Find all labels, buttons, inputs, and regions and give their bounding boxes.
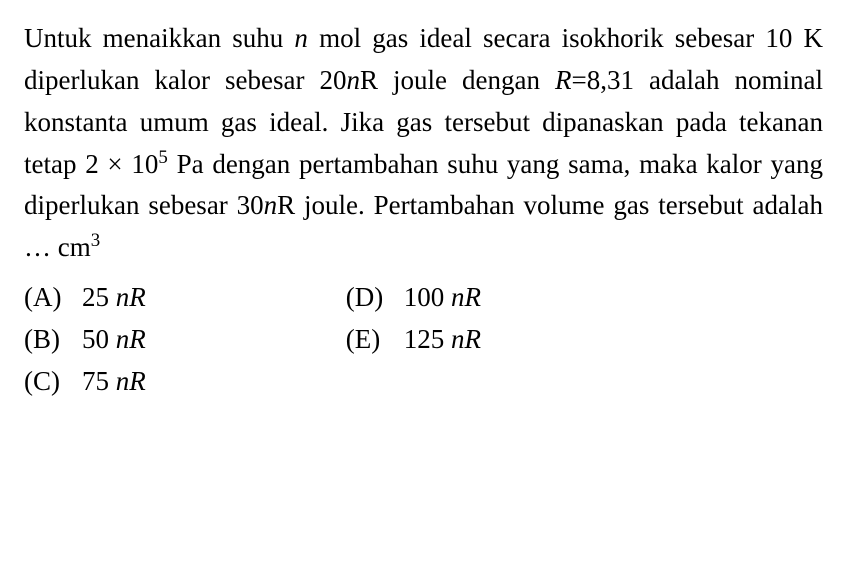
var-n: n xyxy=(264,190,278,220)
option-b: (B) 50 nR xyxy=(24,319,146,361)
text-part: R joule dengan xyxy=(360,65,555,95)
option-value: 125 nR xyxy=(404,319,481,361)
option-a: (A) 25 nR xyxy=(24,277,146,319)
question-text: Untuk menaikkan suhu n mol gas ideal sec… xyxy=(24,18,823,269)
exponent: 5 xyxy=(158,147,167,168)
text-part: Untuk menaikkan suhu xyxy=(24,23,294,53)
exponent: 3 xyxy=(91,230,100,251)
option-c: (C) 75 nR xyxy=(24,361,146,403)
option-value: 50 nR xyxy=(82,319,146,361)
options-left-column: (A) 25 nR (B) 50 nR (C) 75 nR xyxy=(24,277,146,403)
option-label: (D) xyxy=(346,277,404,319)
options-right-column: (D) 100 nR (E) 125 nR xyxy=(346,277,481,403)
var-n: n xyxy=(294,23,308,53)
option-label: (A) xyxy=(24,277,82,319)
option-e: (E) 125 nR xyxy=(346,319,481,361)
option-d: (D) 100 nR xyxy=(346,277,481,319)
option-value: 100 nR xyxy=(404,277,481,319)
options-container: (A) 25 nR (B) 50 nR (C) 75 nR (D) 100 nR… xyxy=(24,277,823,403)
option-label: (C) xyxy=(24,361,82,403)
option-value: 75 nR xyxy=(82,361,146,403)
option-label: (B) xyxy=(24,319,82,361)
option-label: (E) xyxy=(346,319,404,361)
option-value: 25 nR xyxy=(82,277,146,319)
var-R: R xyxy=(555,65,572,95)
var-n: n xyxy=(346,65,360,95)
